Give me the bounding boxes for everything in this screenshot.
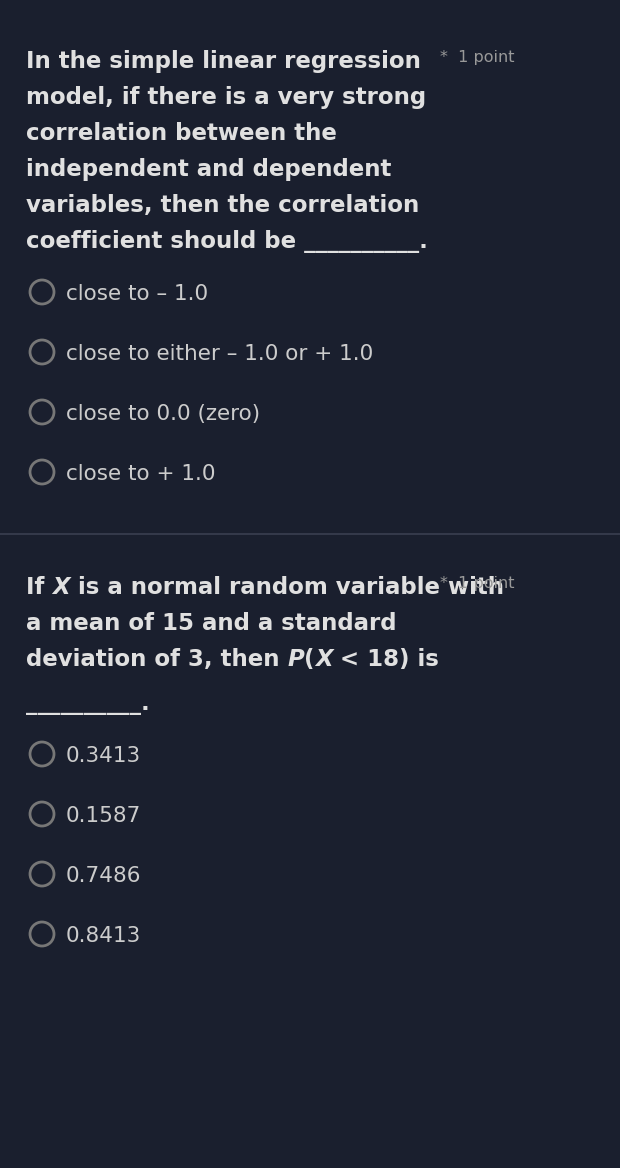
Text: independent and dependent: independent and dependent — [26, 158, 391, 181]
Text: is a normal random variable with: is a normal random variable with — [70, 576, 504, 599]
Text: X: X — [52, 576, 70, 599]
Text: deviation of 3, then: deviation of 3, then — [26, 648, 288, 670]
Text: model, if there is a very strong: model, if there is a very strong — [26, 86, 426, 109]
Text: 0.1587: 0.1587 — [66, 806, 141, 826]
Text: (: ( — [304, 648, 315, 670]
Text: __________.: __________. — [26, 691, 150, 715]
Text: coefficient should be __________.: coefficient should be __________. — [26, 230, 428, 253]
Text: 0.8413: 0.8413 — [66, 926, 141, 946]
Text: close to + 1.0: close to + 1.0 — [66, 464, 216, 484]
Text: correlation between the: correlation between the — [26, 121, 337, 145]
Text: X: X — [315, 648, 332, 670]
Text: P: P — [288, 648, 304, 670]
Text: < 18) is: < 18) is — [332, 648, 439, 670]
Text: 0.3413: 0.3413 — [66, 746, 141, 766]
Text: *  1 point: * 1 point — [440, 50, 515, 65]
Text: close to – 1.0: close to – 1.0 — [66, 284, 208, 304]
Text: In the simple linear regression: In the simple linear regression — [26, 50, 421, 72]
Text: close to either – 1.0 or + 1.0: close to either – 1.0 or + 1.0 — [66, 345, 373, 364]
Text: close to 0.0 (zero): close to 0.0 (zero) — [66, 404, 260, 424]
Text: a mean of 15 and a standard: a mean of 15 and a standard — [26, 612, 397, 635]
Text: If: If — [26, 576, 52, 599]
Text: *  1 point: * 1 point — [440, 576, 515, 591]
Text: 0.7486: 0.7486 — [66, 865, 141, 887]
Text: variables, then the correlation: variables, then the correlation — [26, 194, 419, 217]
